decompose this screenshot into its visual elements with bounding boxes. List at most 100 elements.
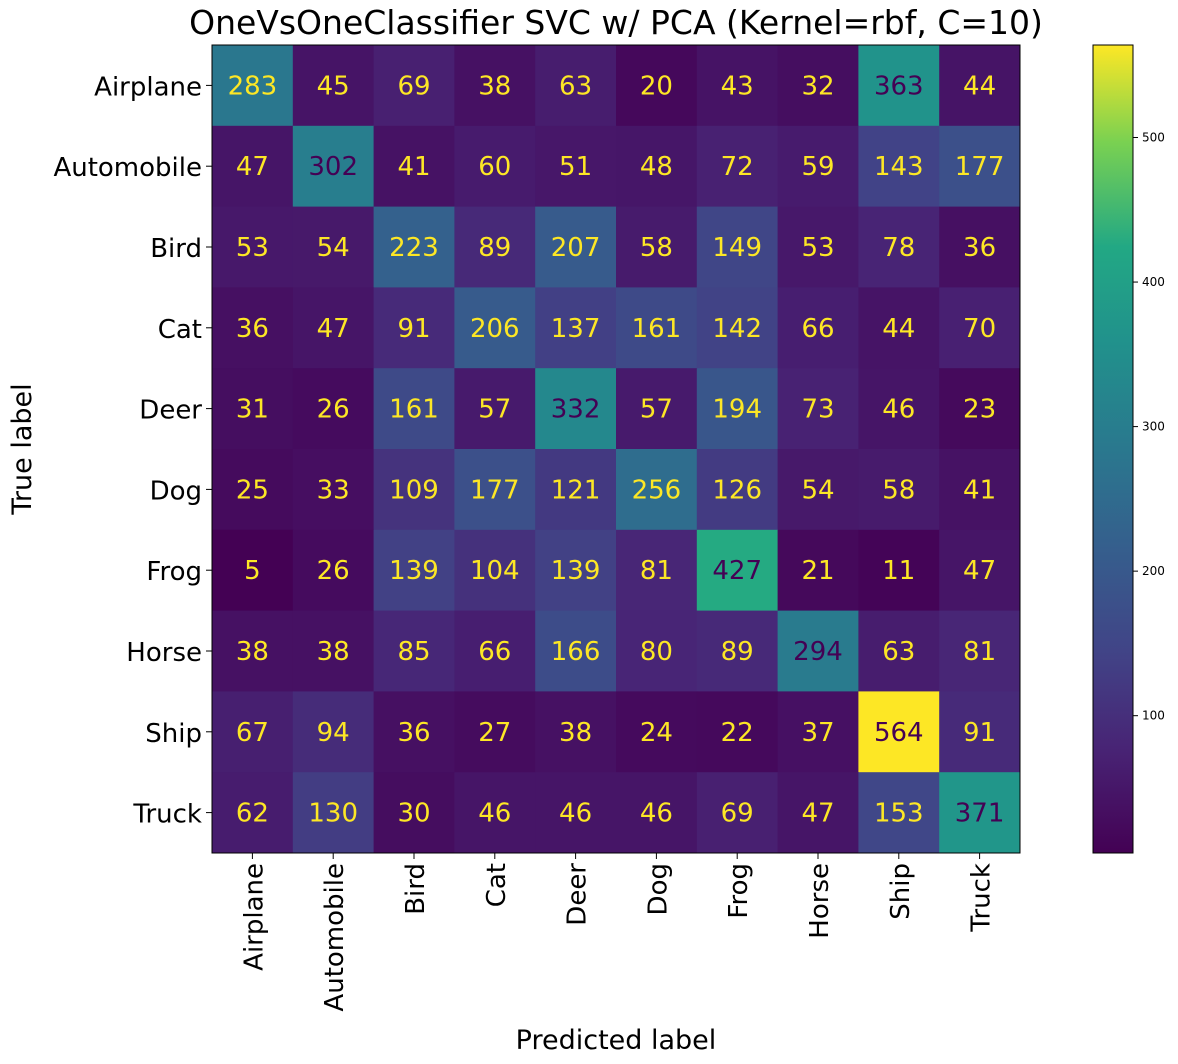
- colorbar-tick-label: 100: [1142, 709, 1165, 723]
- x-axis-ticks: Airplane Automobile Bird Cat Deer Dog Frog Hors…: [239, 853, 997, 1012]
- heatmap-cell: [616, 449, 698, 531]
- heatmap-cell: [777, 529, 859, 612]
- cell-value-label: 142: [712, 314, 762, 344]
- x-tick-label: Deer: [563, 863, 593, 926]
- x-tick-label: Automobile: [320, 863, 350, 1012]
- heatmap-cell: [616, 45, 698, 127]
- heatmap-cell: [939, 45, 1021, 127]
- x-tick-label: Cat: [482, 863, 512, 907]
- heatmap-cell: [858, 206, 940, 288]
- cell-value-label: 47: [801, 799, 834, 829]
- heatmap-cell: [454, 287, 536, 369]
- heatmap-cell: [292, 368, 375, 450]
- x-axis-label: Predicted label: [516, 1025, 717, 1056]
- cell-value-label: 47: [317, 314, 350, 344]
- y-axis-label: True label: [7, 383, 38, 515]
- heatmap-cell: [292, 529, 375, 612]
- cell-value-label: 23: [963, 395, 996, 425]
- x-tick-label: Dog: [643, 863, 673, 915]
- heatmap-cell: [858, 287, 940, 369]
- cell-value-label: 46: [882, 395, 915, 425]
- cell-value-label: 37: [801, 718, 834, 748]
- cell-value-label: 47: [963, 556, 996, 586]
- cell-value-label: 72: [721, 152, 754, 182]
- heatmap-cell: [373, 368, 455, 450]
- heatmap-cell: [939, 368, 1021, 450]
- heatmap-cell: [616, 529, 698, 612]
- y-tick-label: Truck: [132, 800, 202, 830]
- colorbar-tick-label: 300: [1142, 420, 1165, 434]
- heatmap-cell: [454, 449, 536, 531]
- cell-value-label: 206: [470, 314, 520, 344]
- heatmap-cell: [939, 691, 1021, 773]
- heatmap-cell: [212, 610, 294, 692]
- heatmap-cell: [696, 368, 779, 450]
- cell-value-label: 58: [882, 475, 915, 505]
- heatmap-cell: [292, 691, 375, 773]
- heatmap-cell: [292, 125, 375, 208]
- cell-value-label: 139: [389, 556, 439, 586]
- cell-value-label: 126: [712, 475, 762, 505]
- y-tick-label: Airplane: [94, 72, 202, 102]
- heatmap-cell: [212, 368, 294, 450]
- heatmap-cell: [777, 206, 859, 288]
- cell-value-label: 57: [478, 395, 511, 425]
- cell-value-label: 27: [478, 718, 511, 748]
- cell-value-label: 283: [228, 71, 278, 101]
- heatmap-cell: [696, 287, 779, 369]
- heatmap-cell: [292, 610, 375, 692]
- heatmap-cell: [212, 772, 294, 854]
- heatmap-cell: [939, 449, 1021, 531]
- cell-value-label: 149: [712, 233, 762, 263]
- heatmap-cell: [454, 206, 536, 288]
- heatmap-cell: [535, 610, 617, 692]
- heatmap-cell: [292, 449, 375, 531]
- heatmap-cell: [292, 772, 375, 854]
- x-tick-label: Horse: [805, 863, 835, 939]
- cell-value-label: 427: [712, 556, 762, 586]
- heatmap-cell: [454, 772, 536, 854]
- cell-value-label: 47: [236, 152, 269, 182]
- cell-value-label: 54: [317, 233, 350, 263]
- cell-value-label: 54: [801, 475, 834, 505]
- heatmap-cell: [777, 368, 859, 450]
- cell-value-label: 166: [551, 637, 601, 667]
- cell-value-label: 5: [244, 556, 261, 586]
- heatmap-cell: [212, 449, 294, 531]
- heatmap-cell: [616, 691, 698, 773]
- heatmap-cell: [858, 772, 940, 854]
- heatmap-cell: [696, 691, 779, 773]
- heatmap-cell: [535, 772, 617, 854]
- cell-value-label: 143: [874, 152, 924, 182]
- cell-value-label: 44: [963, 71, 996, 101]
- x-tick-label: Airplane: [239, 863, 269, 971]
- plot-frame: [211, 44, 1021, 854]
- cell-value-label: 73: [801, 395, 834, 425]
- cell-value-label: 11: [882, 556, 915, 586]
- cell-value-label: 69: [397, 71, 430, 101]
- heatmap-cell: [373, 449, 455, 531]
- cell-value-label: 371: [955, 799, 1005, 829]
- cell-value-label: 20: [640, 71, 673, 101]
- x-tick-label: Ship: [886, 863, 916, 920]
- heatmap-cell: [292, 287, 375, 369]
- heatmap-cell: [616, 206, 698, 288]
- heatmap-cell: [373, 610, 455, 692]
- heatmap-cell: [212, 287, 294, 369]
- cell-value-label: 104: [470, 556, 520, 586]
- heatmap-cell: [535, 529, 617, 612]
- cell-value-label: 91: [963, 718, 996, 748]
- colorbar-tick-label: 200: [1142, 564, 1165, 578]
- cell-value-label: 69: [721, 799, 754, 829]
- cell-value-label: 66: [478, 637, 511, 667]
- cell-value-label: 161: [389, 395, 439, 425]
- heatmap-cell: [535, 691, 617, 773]
- cell-value-label: 26: [317, 556, 350, 586]
- heatmap-cell: [373, 691, 455, 773]
- heatmap-cell: [535, 287, 617, 369]
- heatmap-cell: [696, 772, 779, 854]
- heatmap-cell: [777, 691, 859, 773]
- cell-value-label: 36: [236, 314, 269, 344]
- cell-value-label: 51: [559, 152, 592, 182]
